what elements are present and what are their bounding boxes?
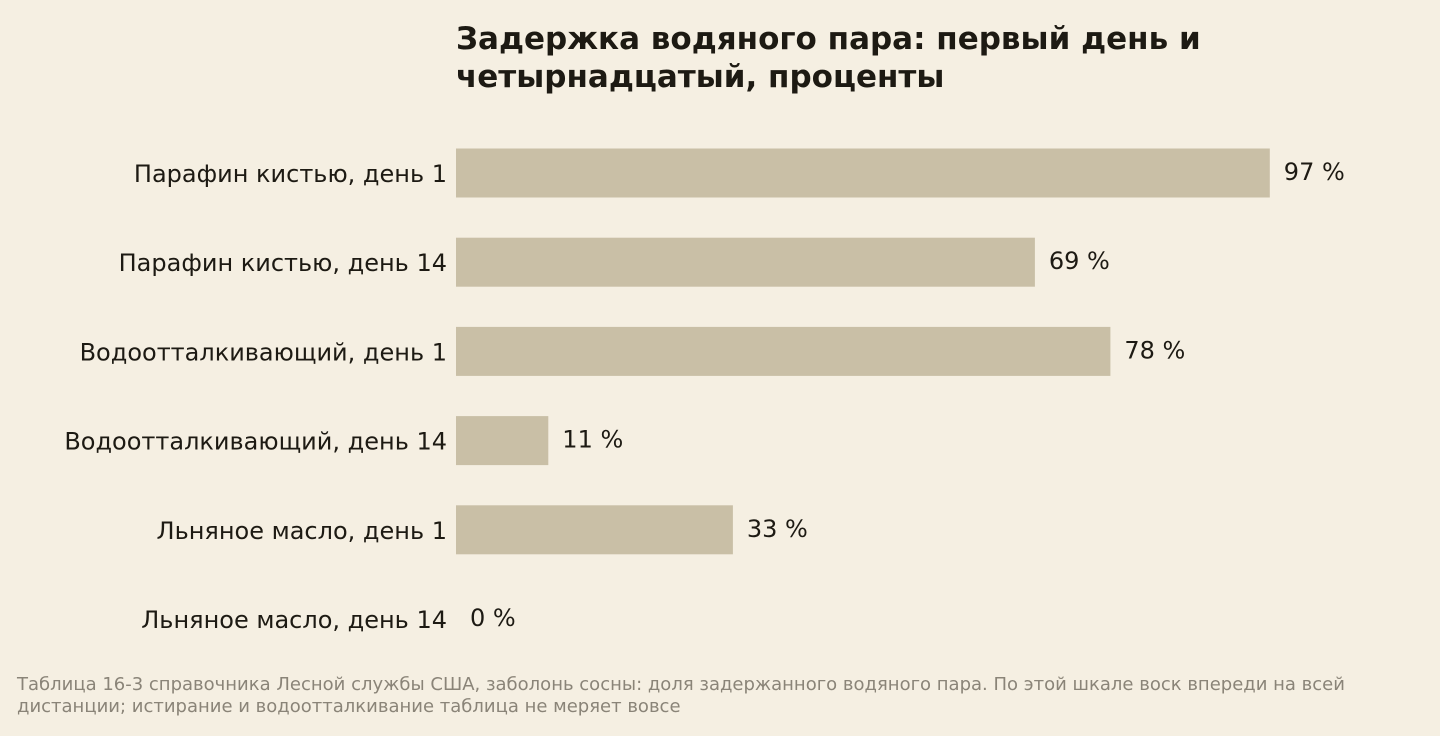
- bar: [456, 505, 733, 555]
- bar: [456, 237, 1035, 287]
- category-label: Льняное масло, день 1: [157, 517, 447, 545]
- category-label: Водоотталкивающий, день 1: [80, 338, 447, 366]
- value-labels-group: 97 % 69 % 78 % 11 % 33 % 0 %: [470, 158, 1345, 632]
- value-label: 69 %: [1049, 247, 1110, 275]
- value-label: 0 %: [470, 604, 516, 632]
- chart-title: Задержка водяного пара: первый день и че…: [456, 21, 1201, 95]
- bar: [456, 416, 549, 466]
- category-label: Парафин кистью, день 1: [134, 160, 447, 188]
- bar: [456, 148, 1270, 198]
- category-label: Парафин кистью, день 14: [119, 249, 447, 277]
- value-label: 33 %: [747, 515, 808, 543]
- category-label: Льняное масло, день 14: [141, 606, 447, 634]
- chart-source-note: Таблица 16-3 справочника Лесной службы С…: [17, 674, 1345, 717]
- value-label: 11 %: [562, 426, 623, 454]
- value-label: 97 %: [1284, 158, 1345, 186]
- category-labels-group: Парафин кистью, день 1 Парафин кистью, де…: [64, 160, 447, 634]
- bars-group: [456, 148, 1270, 555]
- bar: [456, 326, 1111, 376]
- value-label: 78 %: [1124, 336, 1185, 364]
- category-label: Водоотталкивающий, день 14: [64, 428, 447, 456]
